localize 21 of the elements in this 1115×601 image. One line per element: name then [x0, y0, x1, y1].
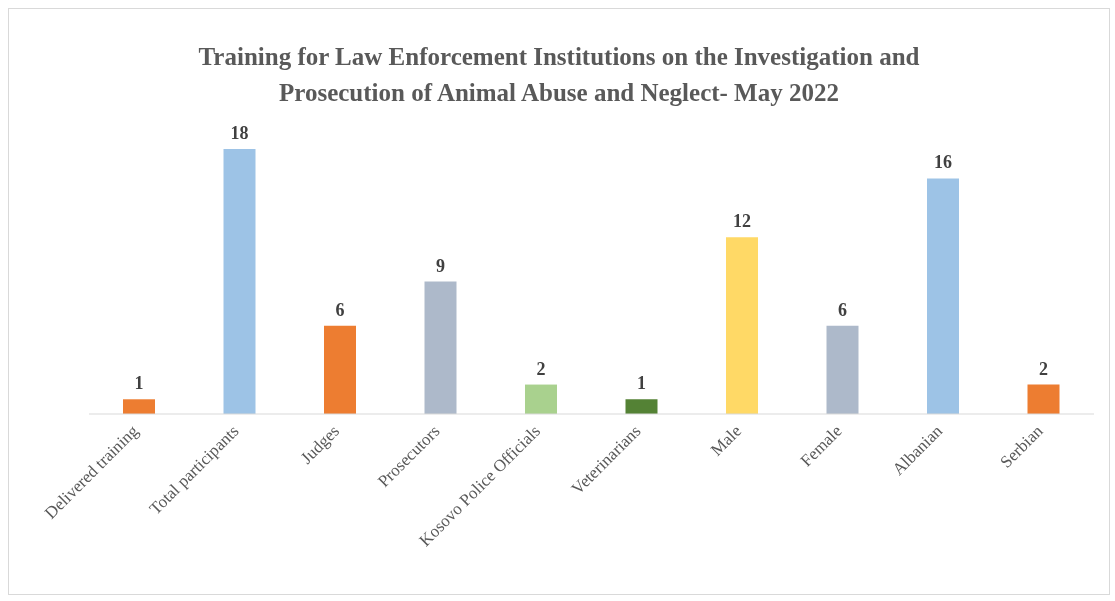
data-label: 1: [134, 373, 144, 394]
bar: [525, 384, 557, 414]
data-label: 2: [536, 358, 546, 379]
bar: [927, 178, 959, 414]
chart-title: Training for Law Enforcement Institutions on the Investigation and Prosecution of Animal Abuse and Neglect- May 2022: [197, 42, 921, 108]
data-label: 9: [436, 255, 445, 276]
data-label: 18: [230, 123, 249, 143]
data-label: 6: [335, 299, 345, 320]
data-label: 6: [838, 299, 847, 320]
data-label: 12: [733, 211, 751, 232]
bar: [726, 237, 758, 414]
data-label: 2: [1039, 358, 1048, 379]
bar: [324, 325, 356, 414]
bar: [625, 399, 658, 414]
bar: [424, 281, 457, 414]
bar: [123, 399, 155, 414]
bar: [1027, 384, 1060, 414]
data-label: 1: [637, 373, 646, 394]
data-label: 16: [934, 152, 952, 173]
bar: [223, 149, 256, 414]
bar: [826, 325, 859, 414]
